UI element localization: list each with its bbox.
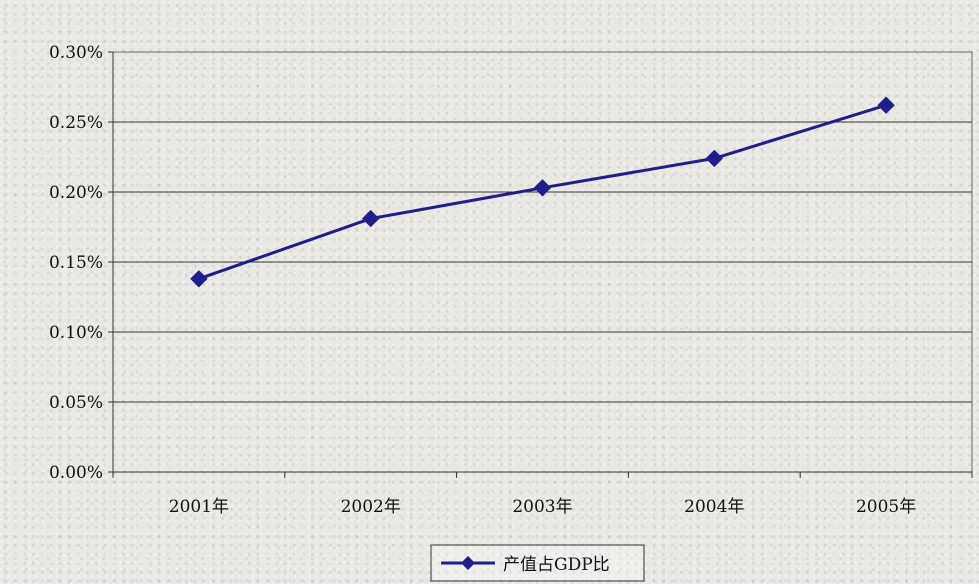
data-point-marker (877, 96, 895, 114)
legend-label: 产值占GDP比 (503, 555, 610, 575)
gridlines (113, 51, 972, 403)
y-tick-label: 0.20% (49, 183, 103, 203)
y-tick-label: 0.05% (49, 393, 103, 413)
y-tick-label: 0.10% (49, 323, 103, 343)
legend: 产值占GDP比 (430, 544, 645, 582)
axes (108, 51, 973, 478)
y-tick-label: 0.25% (49, 113, 103, 133)
x-tick-label: 2001年 (169, 497, 229, 517)
x-tick-label: 2004年 (684, 497, 744, 517)
x-axis-tick-labels: 2001年 2002年 2003年 2004年 2005年 (169, 497, 916, 517)
y-tick-label: 0.30% (49, 43, 103, 63)
y-tick-label: 0.00% (49, 463, 103, 483)
data-point-marker (533, 179, 552, 197)
series-layer (190, 96, 895, 288)
y-axis-tick-labels: 0.00% 0.05% 0.10% 0.15% 0.20% 0.25% 0.30% (49, 43, 103, 483)
data-point-marker (361, 209, 380, 228)
x-tick-label: 2002年 (341, 497, 401, 517)
y-tick-label: 0.15% (49, 253, 103, 273)
data-point-marker (705, 149, 724, 168)
x-tick-label: 2005年 (856, 497, 916, 517)
x-tick-label: 2003年 (512, 497, 572, 517)
legend-marker-swatch (461, 556, 475, 570)
data-point-marker (190, 270, 208, 288)
